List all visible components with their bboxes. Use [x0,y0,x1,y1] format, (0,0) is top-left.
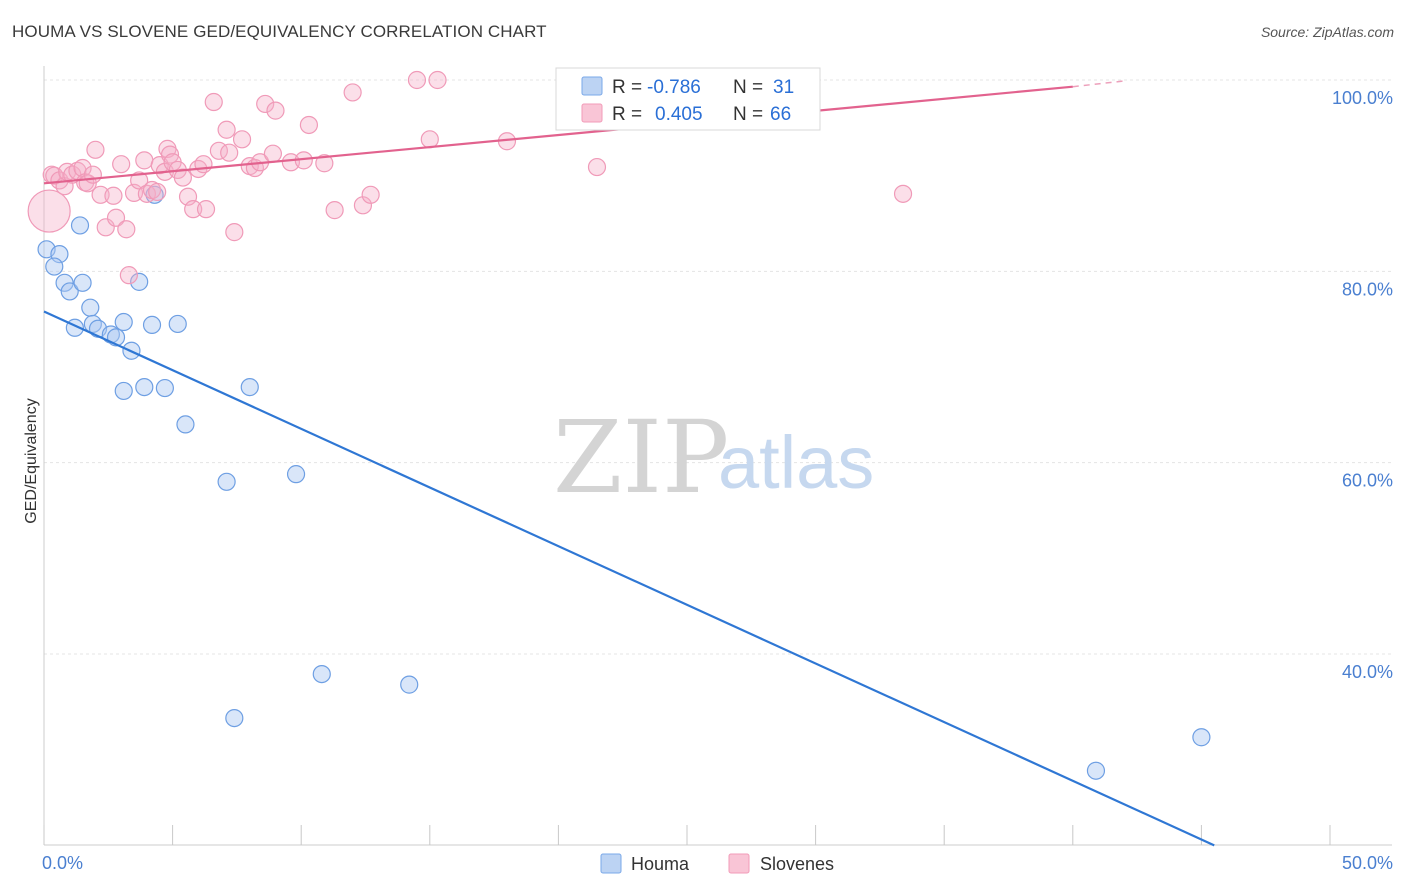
houma-point [217,472,236,491]
slovenes-point [420,130,439,149]
slovenes-point [104,186,123,205]
houma-point [114,312,133,332]
bottom-legend-slovenes-label: Slovenes [760,854,834,874]
slovenes-point [217,120,236,139]
houma-point [1086,761,1106,780]
houma-point [1192,728,1211,747]
slovenes-point [343,83,362,102]
watermark-zip: ZIP [553,399,729,516]
slovenes-point [86,140,105,159]
tick-labels: 100.0% 80.0% 60.0% 40.0% 0.0% 50.0% [42,88,1393,873]
bottom-legend-houma-label: Houma [631,854,690,874]
y-tick-label: 40.0% [1342,662,1393,682]
houma-trend-line [43,310,1215,847]
slovenes-point [173,168,192,187]
houma-point [286,465,306,484]
slovenes-trend-extension [1072,80,1125,88]
slovenes-point [204,92,223,112]
houma-point [168,314,187,334]
slovenes-point [232,130,252,149]
houma-point [130,272,149,291]
legend-houma-swatch [581,76,603,96]
legend-slovenes-r-label: R = [612,104,642,125]
axes [43,66,1392,846]
slovenes-point [27,189,71,233]
slovenes-point [325,201,344,220]
y-tick-label: 100.0% [1332,88,1393,108]
y-axis-label: GED/Equivalency [23,398,40,523]
slovenes-point [184,200,203,219]
slovenes-point [119,266,138,285]
houma-point [176,415,195,434]
slovenes-point [91,185,110,204]
legend-slovenes-n-value: 66 [770,104,791,125]
houma-point [400,675,419,694]
slovenes-point [587,157,607,177]
slovenes-point [220,143,239,162]
houma-point [240,377,259,397]
legend-slovenes-n-label: N = [733,104,763,125]
slovenes-point [315,154,334,173]
houma-point [155,378,174,398]
houma-point [60,282,79,301]
slovenes-point [135,151,154,170]
legend-houma-n-value: 31 [773,77,794,98]
legend-slovenes-r-value: 0.405 [655,104,703,125]
houma-point [312,664,331,684]
slovenes-point [407,70,427,90]
slovenes-point [225,223,244,242]
watermark-atlas: atlas [718,421,874,504]
legend-houma-r-label: R = [612,77,642,98]
y-tick-label: 60.0% [1342,471,1393,491]
x-tick-label: 0.0% [42,853,83,873]
y-tick-label: 80.0% [1342,279,1393,299]
slovenes-point [148,182,167,202]
houma-point [225,708,244,728]
slovenes-trend-line [43,85,1073,185]
slovenes-point [299,115,319,135]
legend-slovenes-swatch [581,103,603,123]
slovenes-point [117,220,136,239]
slovenes-point [428,70,447,90]
trend-lines [43,80,1215,847]
legend-houma-r-value: -0.786 [647,77,701,98]
slovenes-point [361,185,380,204]
houma-point [73,273,92,292]
bottom-legend-slovenes-swatch [728,853,750,874]
slovenes-point [130,171,149,190]
data-points [27,70,1211,780]
slovenes-point [266,101,285,120]
houma-point [45,257,64,276]
chart-title: HOUMA VS SLOVENE GED/EQUIVALENCY CORRELA… [12,22,547,41]
houma-point [70,216,90,235]
houma-point [55,273,74,292]
slovenes-point [112,155,131,174]
bottom-legend: Houma Slovenes [600,853,834,874]
slovenes-point [106,208,126,227]
slovenes-point [893,184,913,203]
legend-box: R = -0.786 N = 31 R = 0.405 N = 66 [555,67,821,131]
slovenes-point [83,165,102,184]
bottom-legend-houma-swatch [600,853,622,874]
slovenes-point [263,144,283,163]
houma-point [135,377,154,397]
source-label: Source: ZipAtlas.com [1260,24,1394,40]
legend-houma-n-label: N = [733,77,763,98]
slovenes-point [194,155,213,174]
watermark: ZIP atlas [553,399,874,516]
houma-point [81,298,100,317]
x-tick-label: 50.0% [1342,853,1393,873]
slovenes-point [196,200,216,219]
houma-point [114,381,133,401]
houma-point [145,185,164,204]
slovenes-point [256,94,275,114]
houma-point [142,315,162,335]
